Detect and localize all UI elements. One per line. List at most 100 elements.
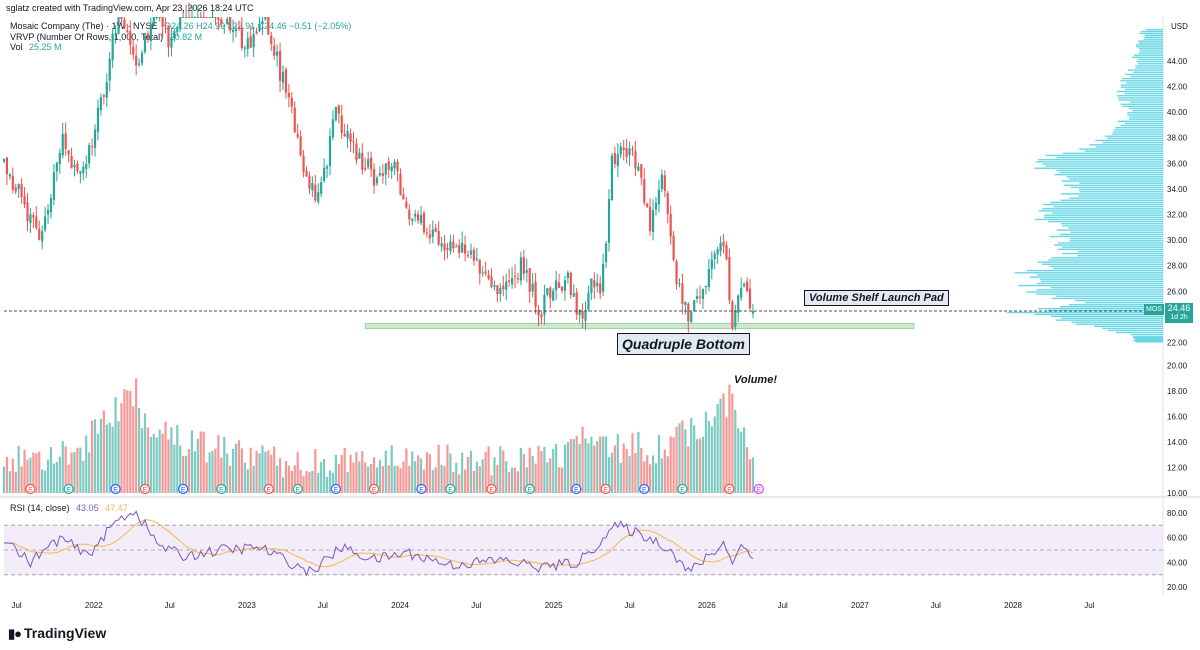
vrvp-legend[interactable]: VRVP (Number Of Rows, 1,000, Total) 20.8… [10, 32, 202, 42]
vrvp-row [1040, 280, 1163, 283]
symbol-legend[interactable]: Mosaic Company (The) · 1W · NYSE O24.26 … [10, 21, 351, 31]
volume-bar [522, 453, 525, 493]
volume-bar [378, 459, 382, 493]
vrvp-profile [1006, 28, 1163, 343]
candle [478, 259, 481, 274]
vrvp-row [1036, 274, 1163, 276]
volume-bar [176, 425, 179, 493]
volume-bar [502, 450, 505, 493]
vrvp-row [1036, 293, 1163, 295]
candle [657, 189, 661, 205]
candle [64, 133, 67, 149]
volume-bar [422, 469, 426, 493]
candle [613, 153, 616, 164]
volume-bar [105, 424, 108, 493]
volume-bar [722, 393, 725, 493]
candle [20, 184, 23, 197]
candle [38, 228, 41, 240]
vrvp-row [1053, 267, 1163, 270]
candle [696, 296, 699, 299]
volume-note[interactable]: Volume! [734, 374, 777, 386]
volume-bar [375, 467, 379, 493]
candle [651, 210, 655, 233]
earnings-marker [677, 483, 688, 495]
candle [731, 301, 734, 329]
candle [616, 154, 619, 167]
candle [590, 278, 593, 294]
vrvp-row [1139, 50, 1163, 52]
vrvp-row [1107, 329, 1163, 332]
candle [214, 17, 217, 18]
volume-bar [46, 459, 50, 493]
candle [499, 287, 502, 295]
candle [640, 164, 643, 178]
tradingview-brand[interactable]: ▮● TradingView [8, 625, 106, 642]
volume-tick-label: 16.00 [1167, 413, 1188, 422]
candle [604, 243, 608, 263]
volume-bar [132, 406, 135, 493]
earnings-marker [216, 483, 227, 495]
volume-shelf-callout[interactable]: Volume Shelf Launch Pad [804, 290, 949, 306]
time-tick-label: Jul [1084, 601, 1094, 610]
vrvp-row [1133, 339, 1163, 342]
vrvp-row [1133, 71, 1163, 73]
credit-text: sglatz created with TradingView.com, Apr… [6, 3, 254, 13]
volume-bar [607, 457, 611, 493]
candle [490, 276, 493, 287]
vrvp-row [1078, 188, 1163, 191]
volume-bar [311, 470, 314, 493]
vrvp-row [1120, 84, 1163, 86]
candle [231, 29, 235, 32]
vrvp-row [1120, 86, 1163, 88]
candle [417, 214, 420, 221]
volume-bar [675, 426, 678, 493]
candle [129, 31, 132, 45]
candle [164, 24, 167, 26]
volume-bar [302, 476, 305, 493]
volume-bar [246, 469, 249, 493]
candle [173, 31, 176, 39]
candle [137, 63, 141, 65]
vrvp-row [1027, 269, 1163, 272]
volume-bar [414, 461, 417, 493]
candle [469, 250, 473, 255]
volume-bar [164, 421, 167, 493]
volume-bar [475, 461, 478, 493]
vrvp-row [1121, 77, 1163, 80]
rsi-label: RSI (14, close) [10, 503, 70, 513]
vrvp-row [1074, 299, 1163, 302]
candle [675, 261, 678, 284]
candle [628, 148, 631, 156]
volume-bar [161, 433, 164, 493]
candle [182, 17, 185, 18]
candle [649, 207, 652, 232]
candle [278, 51, 282, 81]
vrvp-row [1079, 182, 1163, 184]
quadruple-bottom-callout[interactable]: Quadruple Bottom [617, 333, 750, 355]
volume-bar [193, 451, 196, 493]
volume-bar [249, 447, 252, 493]
volume-bar [111, 426, 114, 493]
candle [566, 272, 569, 278]
candle [190, 17, 194, 18]
time-tick-label: Jul [165, 601, 175, 610]
volume-bar [44, 470, 47, 493]
candle [669, 213, 672, 237]
volume-bar [64, 446, 67, 493]
candle [734, 310, 737, 327]
volume-bar [364, 462, 367, 493]
candle [46, 209, 50, 215]
volume-legend[interactable]: Vol 25.25 M [10, 42, 62, 52]
volume-tick-label: 20.00 [1167, 362, 1188, 371]
candle [208, 17, 211, 18]
candle [396, 161, 399, 172]
volume-bar [29, 457, 32, 493]
volume-bar [237, 440, 241, 493]
earnings-marker-label: E [419, 487, 424, 494]
vrvp-row [1093, 325, 1163, 327]
volume-bar [419, 458, 423, 493]
vrvp-row [1124, 92, 1163, 95]
rsi-legend[interactable]: RSI (14, close) 43.05 47.47 [10, 503, 128, 513]
vrvp-row [1135, 65, 1163, 67]
